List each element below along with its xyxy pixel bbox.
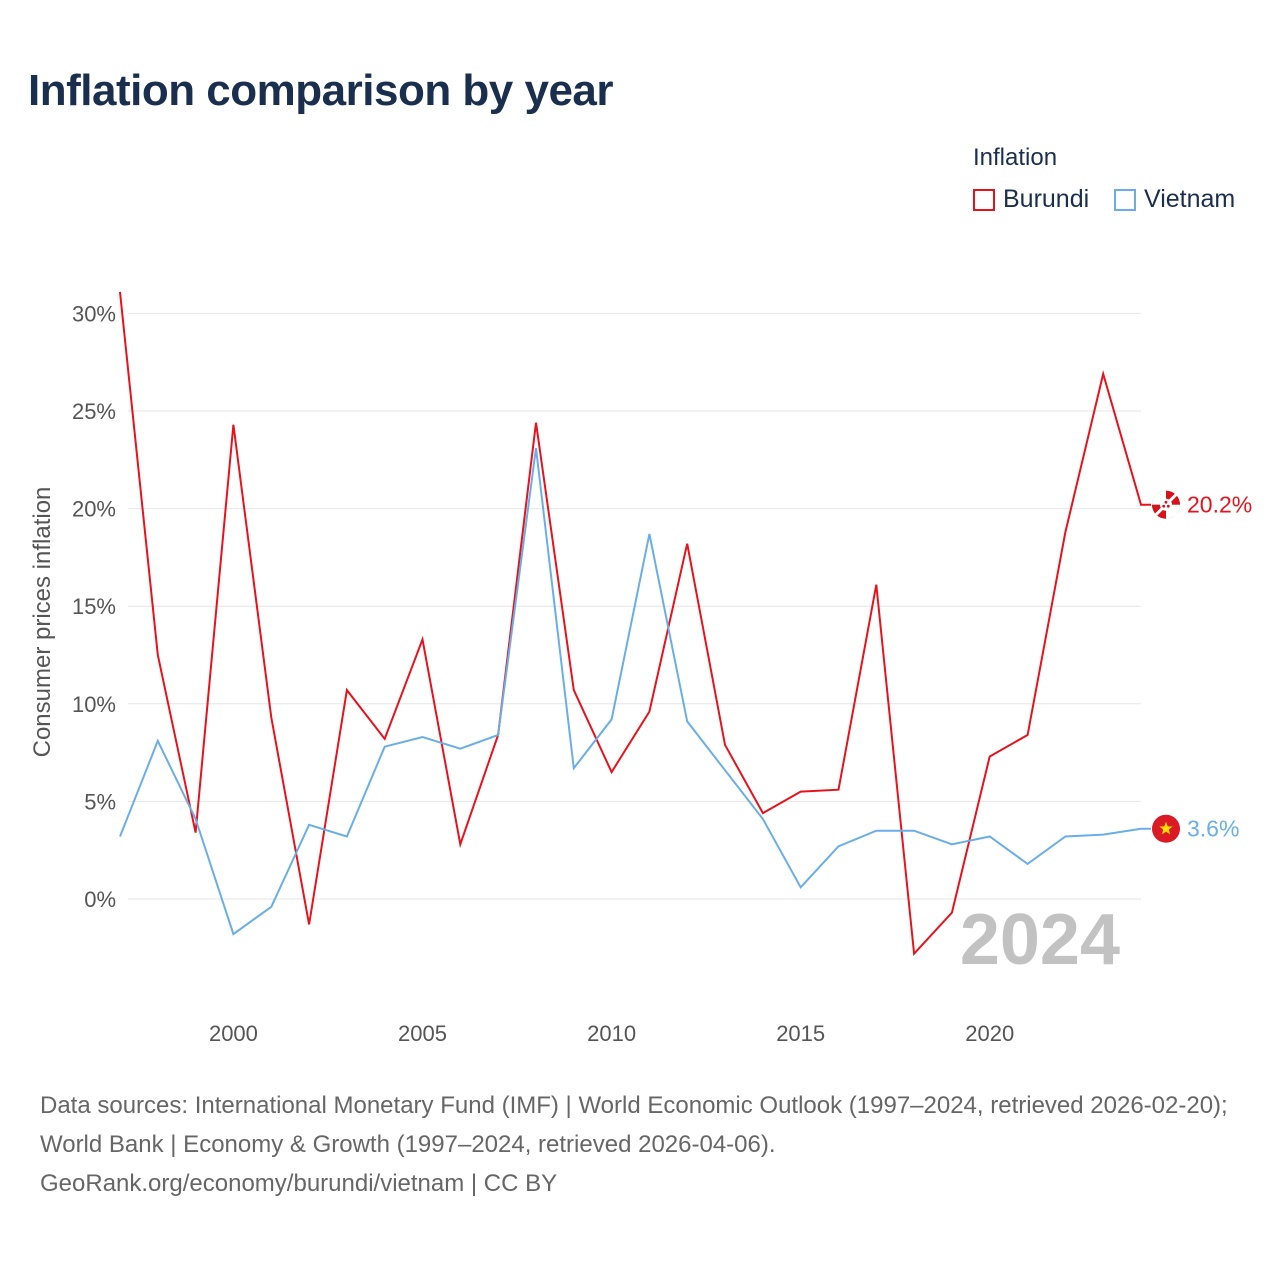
y-tick-label: 25% (72, 399, 116, 424)
x-tick-label: 2010 (587, 1021, 636, 1046)
series-lines (119, 291, 1151, 957)
y-tick-label: 0% (84, 887, 116, 912)
legend-title: Inflation (973, 144, 1058, 171)
y-axis-ticks: 0% 5% 10% 15% 20% 25% 30% (72, 301, 116, 912)
legend-item-vietnam[interactable]: Vietnam (1114, 185, 1235, 214)
series-line-vietnam[interactable] (119, 447, 1151, 936)
chart-title: Inflation comparison by year (28, 66, 614, 115)
x-tick-label: 2005 (398, 1021, 447, 1046)
series-end-markers: 20.2% 3.6% (1152, 490, 1252, 843)
footer-sources: Data sources: International Monetary Fun… (40, 1086, 1250, 1203)
y-tick-label: 30% (72, 301, 116, 326)
vietnam-flag-icon (1152, 814, 1180, 843)
burundi-flag-icon (1152, 490, 1181, 519)
y-tick-label: 15% (72, 594, 116, 619)
legend-item-burundi[interactable]: Burundi (973, 185, 1089, 214)
x-axis-ticks: 2000 2005 2010 2015 2020 (209, 1021, 1014, 1046)
y-tick-label: 20% (72, 497, 116, 522)
end-value-label-burundi: 20.2% (1187, 492, 1252, 518)
x-tick-label: 2000 (209, 1021, 258, 1046)
x-tick-label: 2020 (965, 1021, 1014, 1046)
y-tick-label: 5% (84, 789, 116, 814)
legend-swatch-vietnam (1114, 188, 1136, 211)
x-tick-label: 2015 (776, 1021, 825, 1046)
current-year-label: 2024 (960, 900, 1120, 980)
series-line-burundi[interactable] (119, 291, 1151, 957)
y-tick-label: 10% (72, 692, 116, 717)
footer-source-text: Data sources: International Monetary Fun… (40, 1092, 1228, 1158)
footer-credit-link[interactable]: GeoRank.org/economy/burundi/vietnam | CC… (40, 1170, 558, 1197)
end-value-label-vietnam: 3.6% (1187, 816, 1239, 842)
legend-label-burundi: Burundi (1003, 185, 1090, 213)
legend-label-vietnam: Vietnam (1144, 185, 1236, 213)
legend-swatch-burundi (973, 188, 995, 211)
y-axis-label: Consumer prices inflation (29, 487, 56, 758)
inflation-line-chart: 0% 5% 10% 15% 20% 25% 30% 2000 2005 2010 2015 2020… (29, 291, 1252, 1046)
